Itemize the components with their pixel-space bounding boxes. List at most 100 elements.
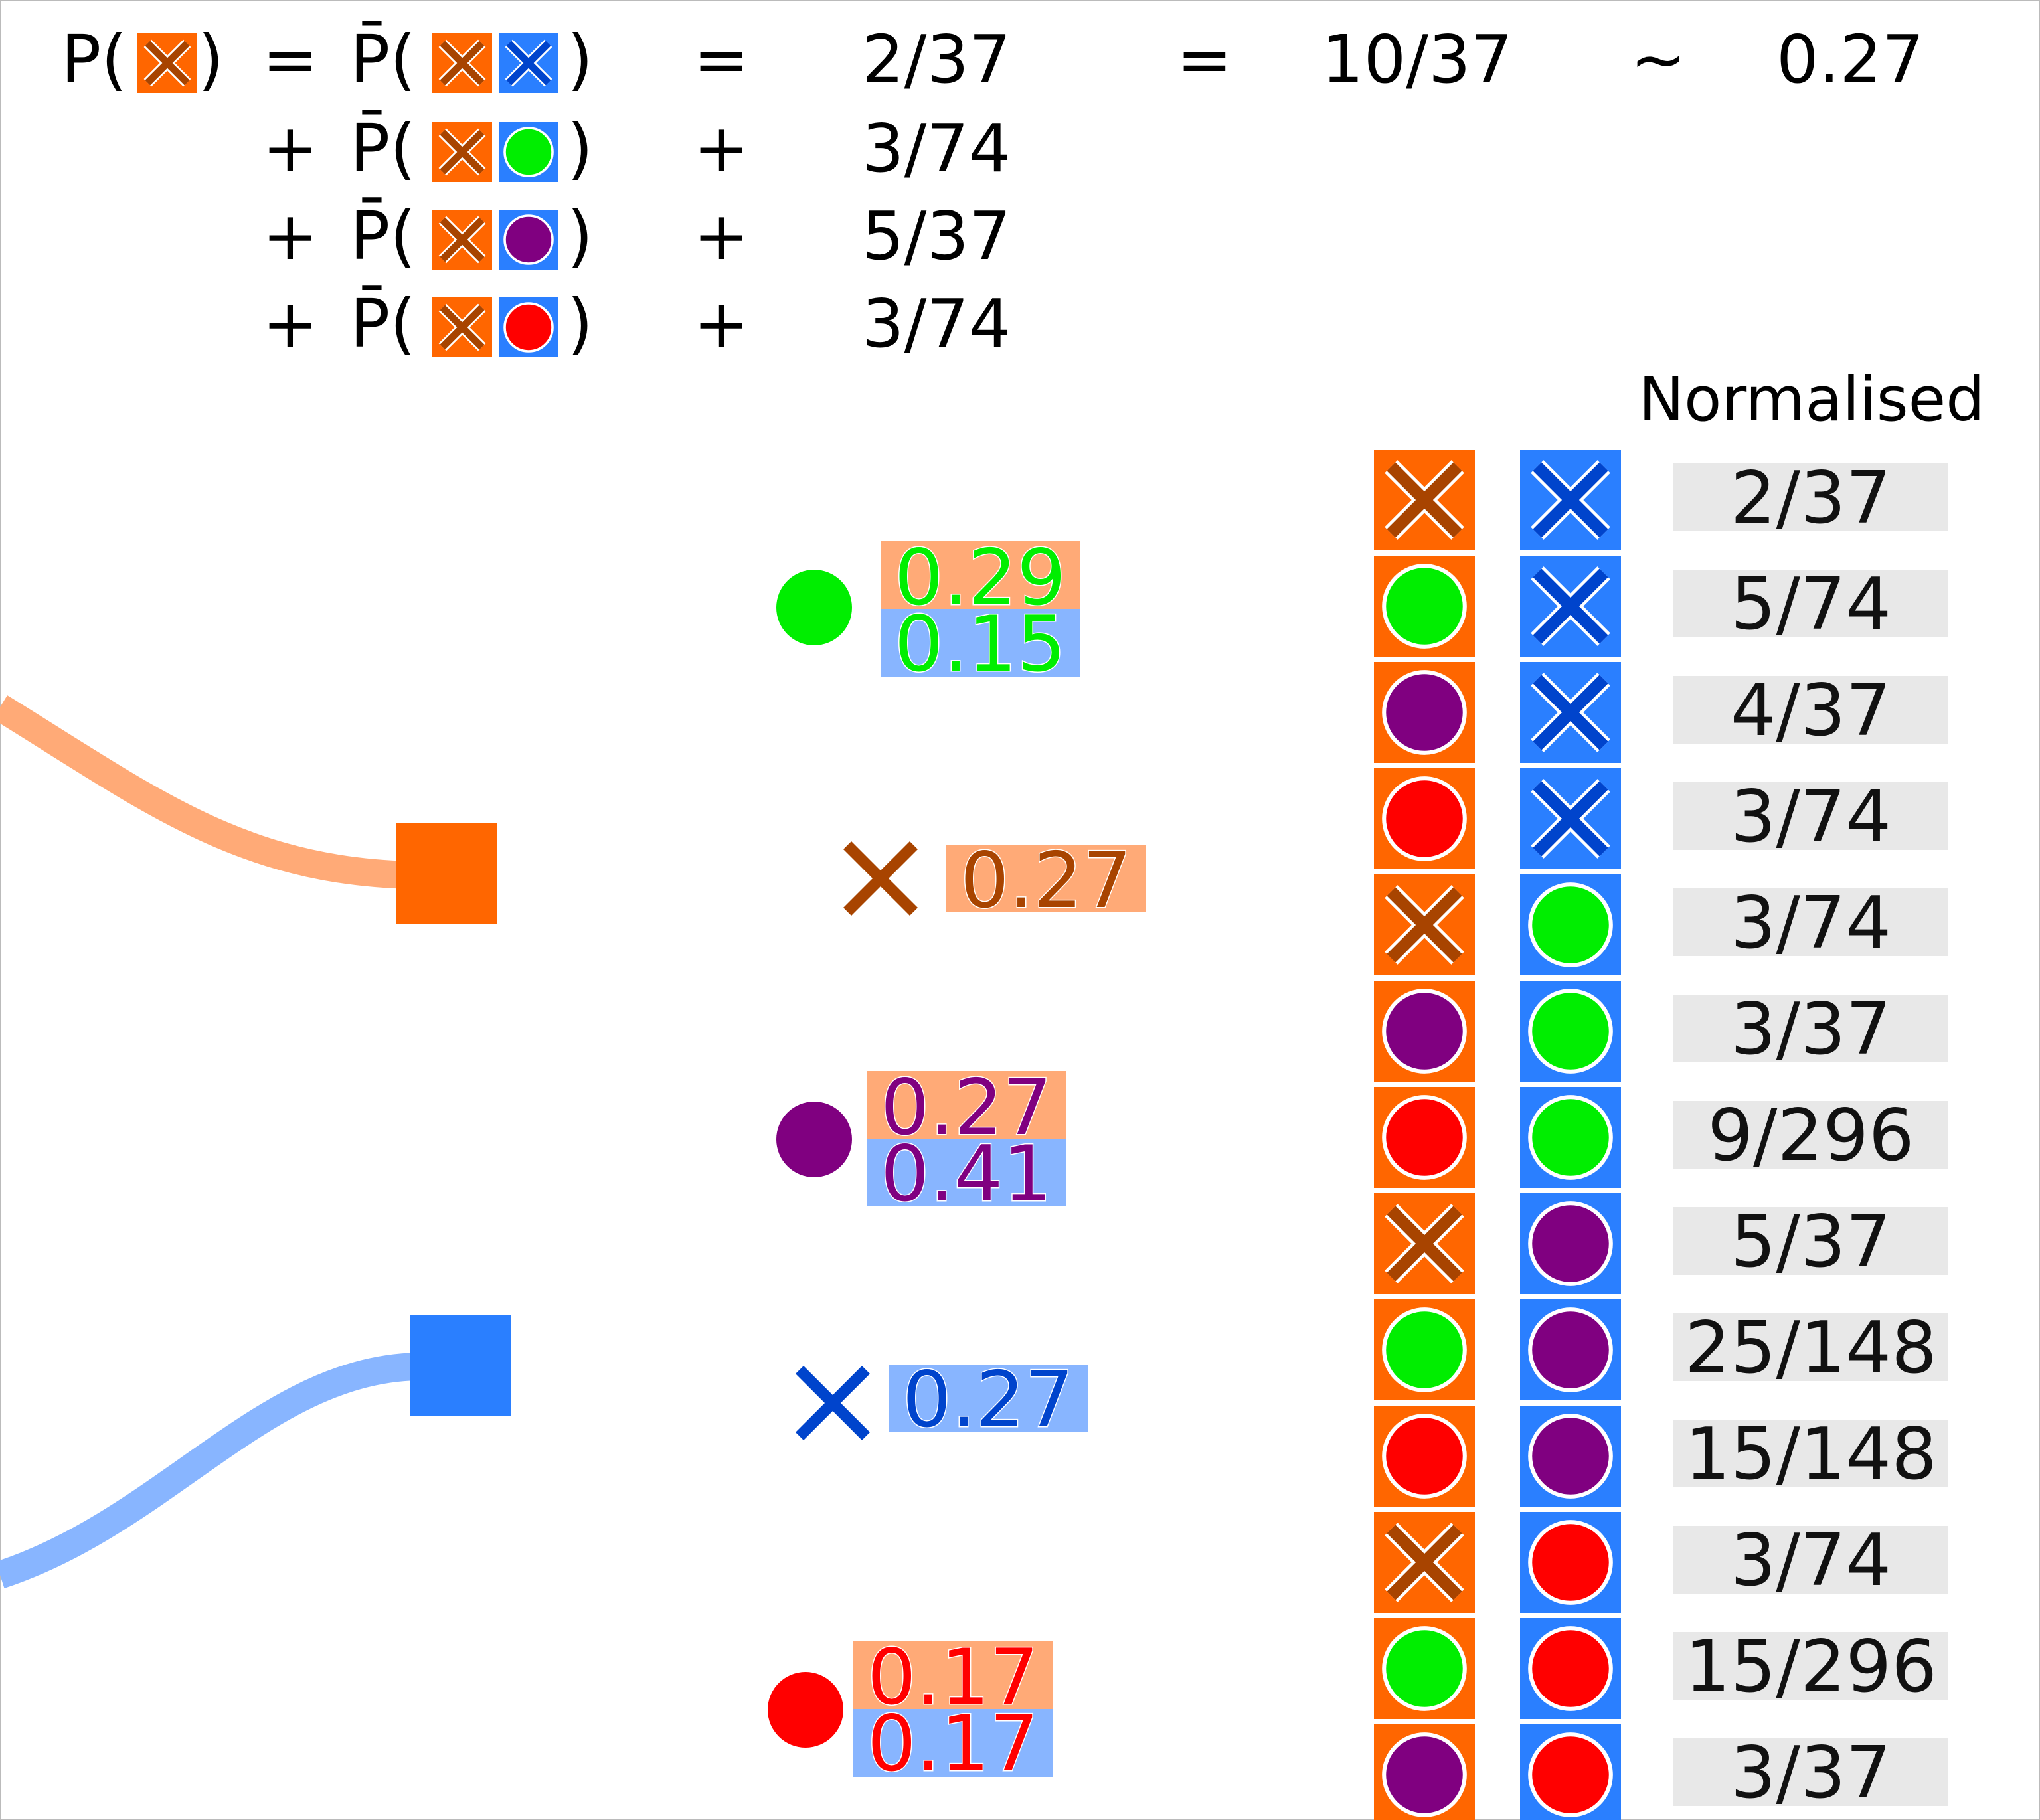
row-0-value-box: [1673, 463, 1948, 531]
row-8-value-box: [1673, 1313, 1948, 1381]
row-7-value: 5/37: [1731, 1200, 1892, 1283]
blue-node: [410, 1315, 511, 1416]
green-orange-prob-box: [881, 541, 1080, 609]
row-1-orange-cell-green-dot-icon: [1382, 564, 1467, 649]
lhs-tile-orange-x-icon-stroke: [145, 41, 190, 86]
table-row: 9/296: [1374, 1087, 1948, 1188]
eq-row-1-rel: +: [693, 110, 749, 187]
lhs-tile: [137, 33, 197, 93]
row-10-value: 3/74: [1731, 1519, 1892, 1602]
table-row: 3/37: [1374, 1724, 1948, 1820]
eq-row-0-orange-tile-orange-x-icon-stroke: [440, 41, 485, 86]
row-9-blue-cell-purple-dot-icon: [1528, 1414, 1613, 1499]
eq-row-0-orange-tile-orange-x-icon: [438, 39, 486, 87]
eq-result: 0.27: [1776, 21, 1924, 98]
row-4-blue-cell-green-dot-icon: [1528, 882, 1613, 967]
row-6-blue-cell-green-dot-icon: [1528, 1095, 1613, 1180]
row-8-value: 25/148: [1685, 1307, 1937, 1390]
row-6-orange-cell: [1374, 1087, 1475, 1188]
outcome-red-dot: [768, 1672, 843, 1748]
row-12-orange-cell: [1374, 1724, 1475, 1820]
eq-row-3-blue-tile-red-dot-icon: [503, 302, 554, 353]
eq-total: 10/37: [1321, 21, 1513, 98]
row-12-orange-cell-purple-dot-icon: [1382, 1732, 1467, 1817]
red-blue-prob-box: [853, 1709, 1053, 1777]
row-11-orange-cell-green-dot-icon: [1382, 1626, 1467, 1711]
lhs-tile-orange-x-icon: [143, 39, 191, 87]
eq-row-1-op: +: [262, 110, 318, 187]
blue-x-prob: 0.27: [902, 1355, 1074, 1445]
table-row: 3/74: [1374, 768, 1948, 869]
row-5-blue-cell: [1520, 981, 1621, 1082]
row-3-value: 3/74: [1731, 776, 1892, 859]
green-blue-prob: 0.15: [894, 600, 1066, 689]
eq-row-2-orange-tile-orange-x-icon-stroke: [440, 217, 485, 262]
row-3-blue-cell-blue-x-icon: [1531, 779, 1610, 859]
row-11-orange-cell: [1374, 1618, 1475, 1719]
row-7-blue-cell: [1520, 1193, 1621, 1294]
row-3-value-box: [1673, 782, 1948, 850]
row-10-blue-cell-red-dot-icon: [1528, 1520, 1613, 1605]
eq-row-2-blue-tile-purple-dot-icon: [503, 214, 554, 265]
row-10-orange-cell: [1374, 1512, 1475, 1613]
eq-row-1-value: 3/74: [862, 110, 1011, 187]
green-blue-prob-box: [881, 609, 1080, 677]
row-0-value: 2/37: [1731, 457, 1892, 540]
row-3-orange-cell-red-dot-icon: [1382, 776, 1467, 861]
blue-x-icon-stroke: [795, 1365, 871, 1441]
row-11-value: 15/296: [1685, 1625, 1937, 1708]
row-11-blue-cell: [1520, 1618, 1621, 1719]
eq-equals-2: =: [1177, 21, 1232, 98]
eq-row-1-orange-tile-orange-x-icon-stroke: [440, 129, 485, 175]
row-4-orange-cell: [1374, 874, 1475, 975]
green-orange-prob: 0.29: [894, 533, 1066, 623]
purple-orange-prob: 0.27: [881, 1063, 1052, 1153]
row-9-blue-cell: [1520, 1406, 1621, 1507]
orange-x-icon-stroke: [843, 841, 918, 916]
eq-row-1-orange-tile: [432, 122, 492, 182]
row-5-orange-cell: [1374, 981, 1475, 1082]
row-5-value: 3/37: [1731, 988, 1892, 1071]
row-0-orange-cell-orange-x-icon: [1385, 460, 1464, 540]
eq-row-3-value: 3/74: [862, 285, 1011, 363]
row-4-value-box: [1673, 888, 1948, 956]
row-6-blue-cell: [1520, 1087, 1621, 1188]
row-1-value-box: [1673, 570, 1948, 637]
orange-edge: [0, 695, 412, 889]
eq-row-1-orange-tile-orange-x-icon: [438, 128, 486, 176]
row-12-value: 3/37: [1731, 1732, 1892, 1815]
red-orange-prob: 0.17: [867, 1633, 1039, 1722]
network-lines: [0, 695, 511, 1588]
row-2-orange-cell: [1374, 662, 1475, 763]
row-10-orange-cell-orange-x-icon-stroke: [1387, 1525, 1462, 1600]
row-10-orange-cell-orange-x-icon: [1385, 1523, 1464, 1602]
row-2-blue-cell: [1520, 662, 1621, 763]
eq-row-0-blue-tile: [499, 33, 558, 93]
row-0-orange-cell: [1374, 450, 1475, 550]
row-4-orange-cell-orange-x-icon-stroke: [1387, 887, 1462, 963]
eq-row-0-blue-tile-blue-x-icon: [505, 39, 552, 87]
row-3-orange-cell: [1374, 768, 1475, 869]
equation-tiles: [432, 33, 558, 357]
row-1-value: 5/74: [1731, 563, 1892, 646]
row-5-blue-cell-green-dot-icon: [1528, 989, 1613, 1074]
normalised-table: Normalised 2/37 5/74 4/37 3/74 3/74 3/37 9/296…: [1374, 364, 1985, 1820]
row-1-blue-cell-blue-x-icon-stroke: [1533, 568, 1608, 644]
row-7-orange-cell-orange-x-icon: [1385, 1204, 1464, 1283]
row-12-blue-cell: [1520, 1724, 1621, 1820]
orange-node: [396, 823, 497, 924]
table-rows: 2/37 5/74 4/37 3/74 3/74 3/37 9/296 5/37 25/148 1…: [1374, 450, 1948, 1820]
row-12-value-box: [1673, 1738, 1948, 1806]
table-row: 5/74: [1374, 556, 1948, 657]
row-10-blue-cell: [1520, 1512, 1621, 1613]
red-orange-prob-box: [853, 1641, 1053, 1709]
row-11-value-box: [1673, 1632, 1948, 1700]
eq-row-0-blue-tile-blue-x-icon-stroke: [506, 41, 551, 86]
eq-row-2-value: 5/37: [862, 197, 1011, 275]
eq-row-3-orange-tile-orange-x-icon-stroke: [440, 305, 485, 350]
row-2-blue-cell-blue-x-icon-stroke: [1533, 675, 1608, 750]
row-1-blue-cell-blue-x-icon: [1531, 566, 1610, 646]
outcome-green-dot: [776, 570, 852, 645]
eq-row-3-op: +: [262, 285, 318, 363]
